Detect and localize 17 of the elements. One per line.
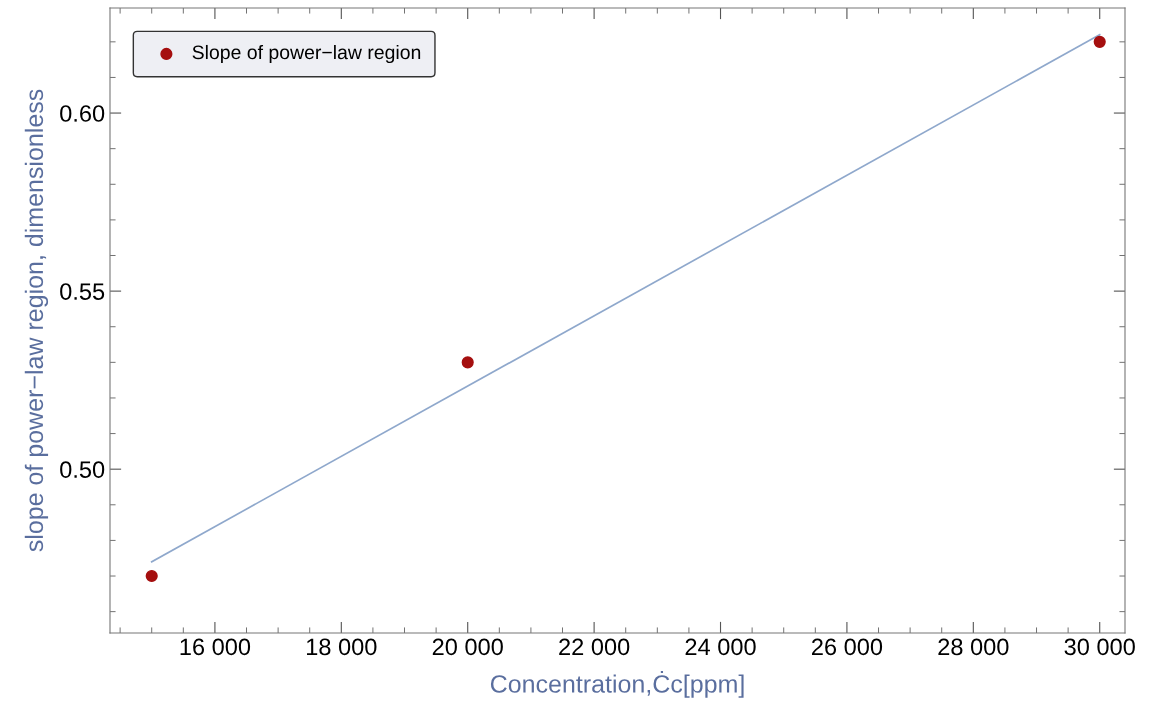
x-tick-label: 22 000 xyxy=(559,638,630,656)
x-axis-title: Concentration,Ċc[ppm] xyxy=(490,670,744,698)
x-tick-label: 20 000 xyxy=(432,638,503,656)
x-tick-label: 26 000 xyxy=(812,638,883,656)
point xyxy=(1093,35,1106,48)
legend-label: Slope of power−law region xyxy=(192,44,421,64)
x-tick-label: 30 000 xyxy=(1064,638,1135,656)
x-tick-label: 16 000 xyxy=(180,638,251,656)
y-axis-title: slope of power−law region, dimensionless xyxy=(24,89,49,552)
x-tick-label: 28 000 xyxy=(938,638,1009,656)
x-tick-label: 24 000 xyxy=(685,638,756,656)
point xyxy=(145,569,158,583)
y-tick-label: 0.55 xyxy=(60,283,105,300)
x-tick-label: 18 000 xyxy=(307,638,377,656)
y-tick-label: 0.50 xyxy=(60,461,105,478)
y-tick-label: 0.60 xyxy=(60,105,105,122)
point xyxy=(461,356,474,369)
